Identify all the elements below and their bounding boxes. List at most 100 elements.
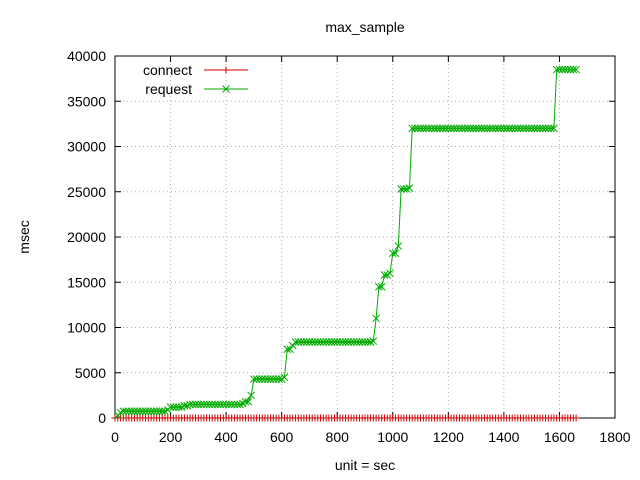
data-point-request [333, 338, 342, 346]
data-point-request [563, 65, 572, 74]
data-point-request [558, 65, 567, 74]
data-point-request [247, 391, 255, 400]
data-point-request [444, 124, 453, 133]
data-point-request [358, 338, 367, 346]
data-point-request [436, 124, 444, 133]
data-point-request [511, 124, 519, 133]
data-point-request [144, 407, 153, 416]
data-point-request [191, 400, 200, 409]
data-point-request [136, 407, 144, 416]
data-point-request [372, 314, 380, 323]
data-point-request [519, 124, 528, 133]
data-point-request [433, 124, 442, 133]
data-point-request [463, 124, 472, 133]
data-point-request [416, 124, 425, 133]
data-point-request [291, 338, 300, 346]
data-point-request [516, 124, 525, 133]
series-line-request [117, 69, 577, 416]
data-point-request [197, 400, 205, 409]
data-point-request [205, 400, 214, 409]
data-point-request [300, 338, 308, 346]
data-point-request [491, 124, 500, 133]
data-point-request [347, 338, 355, 346]
data-point-request [336, 338, 344, 346]
x-axis-label: unit = sec [335, 457, 395, 473]
data-point-request [172, 403, 180, 411]
x-tick-label: 200 [159, 429, 183, 445]
data-point-request [227, 400, 236, 409]
data-point-request [330, 338, 339, 346]
data-point-request [427, 124, 436, 133]
legend-marker-request [222, 85, 230, 93]
y-tick-label: 20000 [67, 229, 106, 245]
chart-title: max_sample [325, 19, 405, 35]
data-point-request [530, 124, 539, 133]
data-point-request [252, 375, 261, 383]
series-group [111, 65, 580, 422]
y-tick-label: 40000 [67, 48, 106, 64]
data-point-request [525, 124, 533, 133]
data-point-request [480, 124, 489, 133]
data-point-request [352, 338, 361, 346]
data-point-request [283, 345, 292, 354]
data-point-request [397, 185, 405, 193]
data-point-request [361, 338, 369, 346]
data-point-request [125, 407, 133, 416]
data-point-request [302, 338, 311, 346]
legend-label-connect: connect [143, 62, 192, 78]
data-point-request [486, 124, 494, 133]
data-point-request [325, 338, 333, 346]
data-point-request [366, 338, 375, 346]
data-point-request [141, 407, 150, 416]
data-point-request [236, 400, 244, 409]
data-point-request [122, 407, 130, 416]
data-point-request [538, 124, 547, 133]
data-point-request [380, 271, 389, 279]
data-point-request [386, 269, 394, 278]
data-point-request [411, 124, 419, 133]
series-request [113, 65, 580, 420]
data-point-request [155, 407, 164, 416]
data-point-request [447, 124, 455, 133]
data-point-request [211, 400, 219, 409]
data-point-request [402, 185, 411, 193]
data-point-request [419, 124, 428, 133]
data-point-request [202, 400, 211, 409]
data-point-request [475, 124, 483, 133]
data-point-request [308, 338, 317, 346]
data-point-request [169, 403, 178, 411]
y-tick-label: 0 [98, 410, 106, 426]
x-tick-label: 600 [270, 429, 294, 445]
data-point-request [119, 407, 128, 416]
data-point-request [413, 124, 422, 133]
x-axis-ticks: 0 200 400 600 800 1000 1200 1400 1600 1800 [111, 56, 631, 445]
data-point-request [230, 400, 239, 409]
x-tick-label: 1800 [599, 429, 630, 445]
data-point-request [472, 124, 480, 133]
x-tick-label: 800 [326, 429, 350, 445]
data-point-request [561, 65, 569, 74]
data-point-request [311, 338, 319, 346]
data-point-request [458, 124, 467, 133]
data-point-request [133, 407, 142, 416]
data-point-request [147, 407, 155, 416]
data-point-request [188, 400, 197, 409]
data-point-request [305, 338, 314, 346]
data-point-request [505, 124, 514, 133]
data-point-request [466, 124, 475, 133]
data-point-request [327, 338, 336, 346]
data-point-request [341, 338, 350, 346]
data-point-request [394, 242, 403, 250]
data-point-request [425, 124, 433, 133]
x-tick-label: 1600 [544, 429, 575, 445]
data-point-request [541, 124, 550, 133]
data-point-request [194, 400, 203, 409]
data-point-request [222, 400, 230, 409]
data-point-request [547, 124, 555, 133]
data-point-request [422, 124, 430, 133]
data-point-request [438, 124, 447, 133]
y-tick-label: 25000 [67, 184, 106, 200]
x-tick-label: 1000 [377, 429, 408, 445]
data-point-request [477, 124, 486, 133]
